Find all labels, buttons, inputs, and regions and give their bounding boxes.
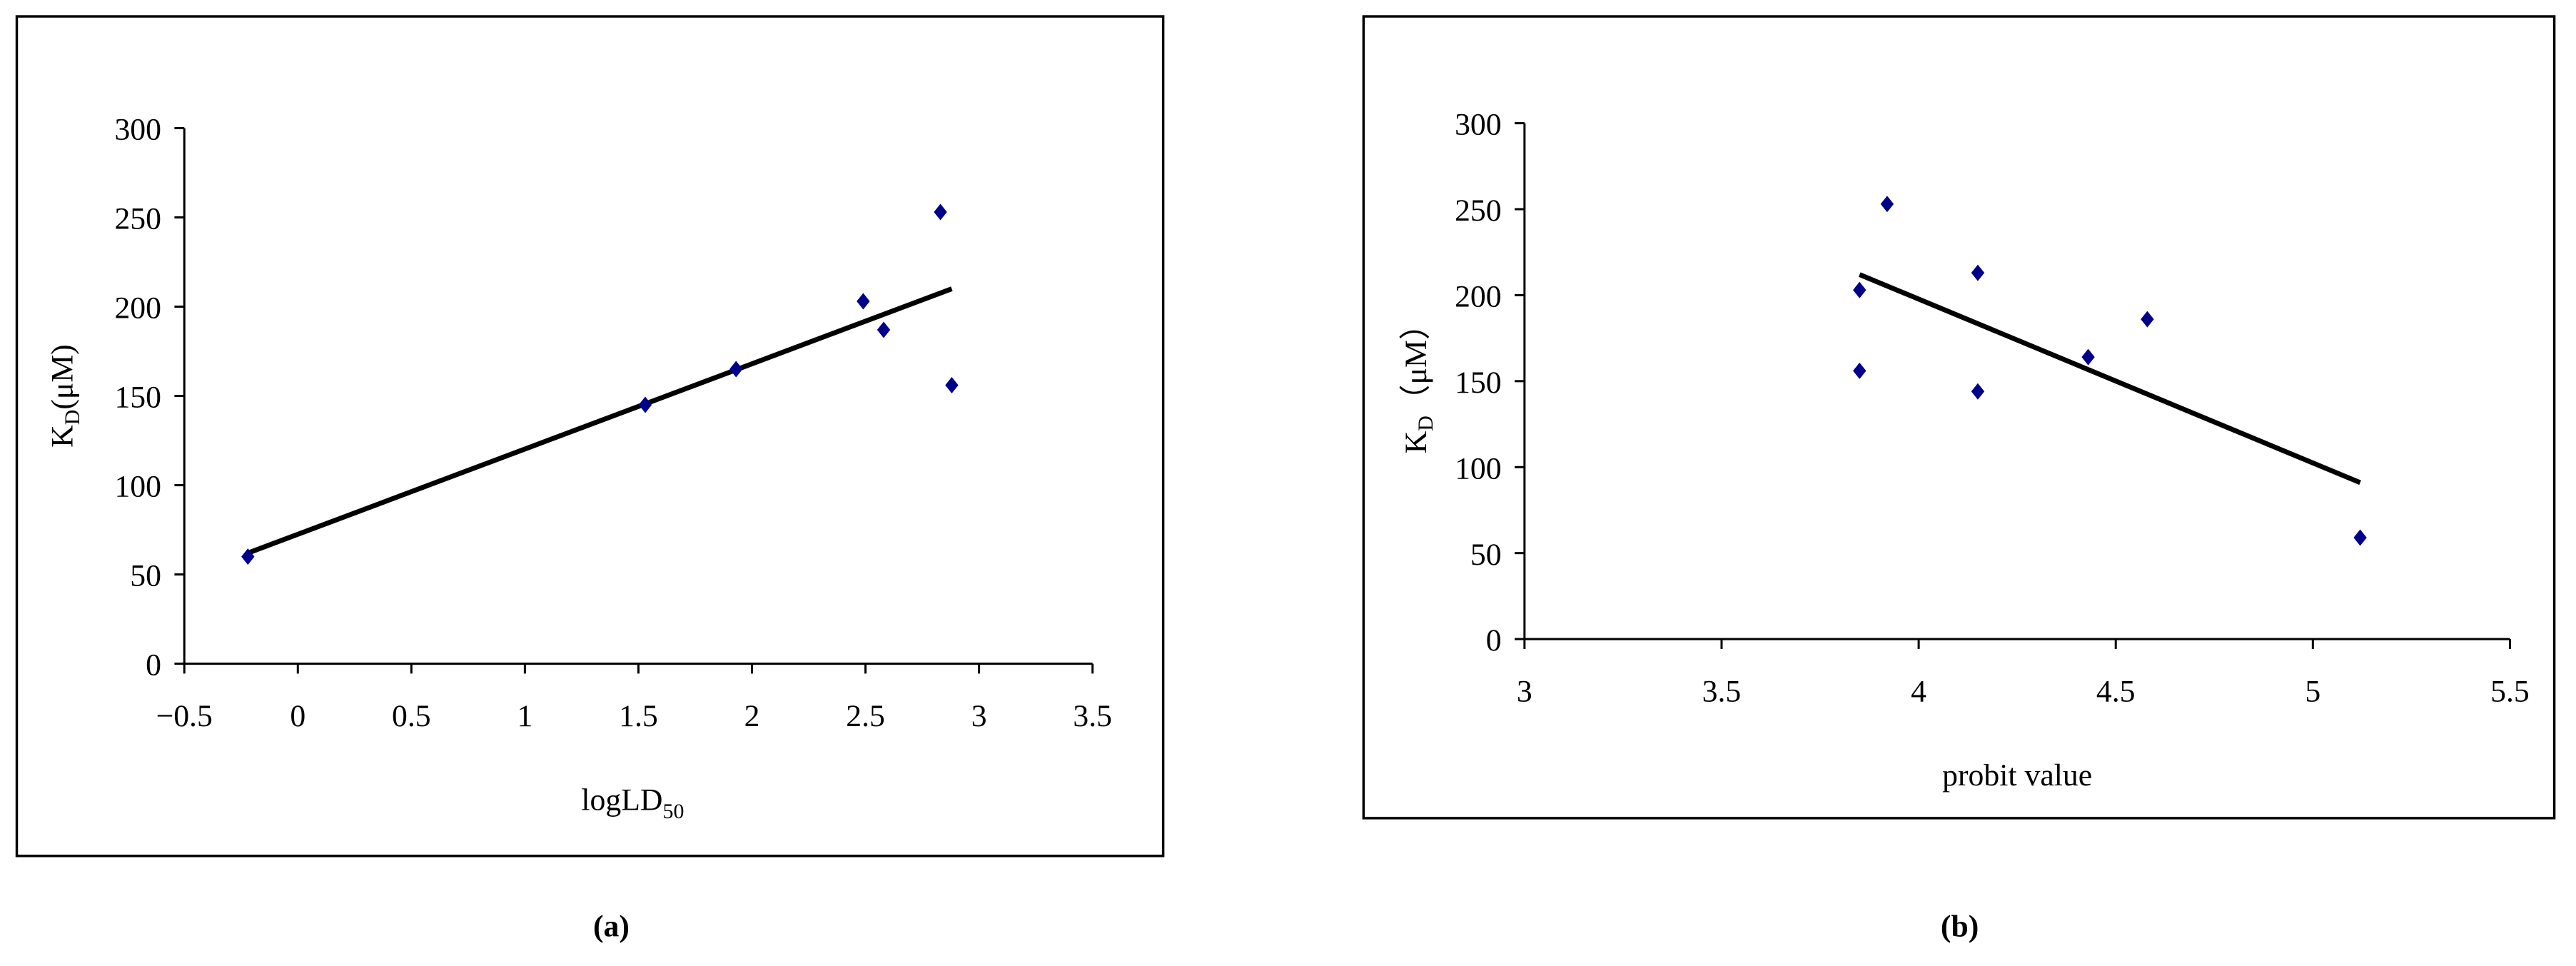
label-text: (μM) (46, 344, 80, 409)
point (2141, 311, 2154, 328)
y-tick-label: 150 (1455, 366, 1502, 400)
point (1971, 264, 1985, 281)
y-axis-label: KD（μM） (1399, 308, 1438, 453)
x-tick-label: 0 (290, 699, 305, 733)
point (2353, 529, 2367, 546)
x-tick-label: 3.5 (1702, 675, 1742, 709)
y-tick-label: 50 (130, 559, 161, 593)
x-tick-label: 5.5 (2490, 675, 2530, 709)
x-tick-label: 1 (517, 699, 532, 733)
point (877, 321, 891, 338)
point (1880, 196, 1894, 213)
trendline (1858, 272, 2361, 485)
y-tick-label: 200 (114, 291, 161, 326)
x-tick-label: 3.5 (1073, 699, 1112, 733)
y-tick-label: 200 (1455, 280, 1502, 314)
y-axis-label: KD(μM) (46, 344, 84, 448)
point (945, 377, 959, 394)
point (1971, 383, 1985, 400)
y-tick-label: 300 (114, 113, 161, 147)
x-tick-label: 1.5 (619, 699, 658, 733)
subscript: D (61, 410, 84, 426)
x-tick-label: 3 (971, 699, 987, 733)
x-tick-label: 0.5 (392, 699, 431, 733)
label-text: K (1399, 431, 1433, 453)
x-tick-label: 3 (1517, 675, 1532, 709)
point (1853, 281, 1867, 298)
x-axis-label: logLD50 (581, 783, 684, 823)
trendline (247, 286, 953, 555)
y-tick-label: 100 (1455, 451, 1502, 485)
y-tick-label: 300 (1455, 108, 1502, 142)
panel-label: (a) (593, 910, 630, 944)
y-tick-label: 100 (114, 470, 161, 504)
point (2081, 348, 2095, 366)
point (638, 396, 652, 413)
y-tick-label: 0 (1486, 623, 1502, 658)
point (729, 361, 743, 378)
x-tick-label: 2 (744, 699, 760, 733)
subscript: 50 (662, 800, 684, 823)
x-tick-label: 2.5 (846, 699, 885, 733)
panel-frame (15, 15, 1165, 857)
x-tick-label: 4.5 (2096, 675, 2136, 709)
y-tick-label: 250 (114, 202, 161, 236)
point (934, 203, 947, 221)
x-tick-label: −0.5 (156, 699, 213, 733)
y-tick-label: 50 (1470, 538, 1502, 572)
label-text: K (46, 425, 80, 448)
point (857, 293, 870, 310)
panel-label: (b) (1941, 910, 1979, 944)
x-axis-label: probit value (1942, 758, 2092, 793)
label-text: （μM） (1399, 308, 1433, 416)
y-tick-label: 0 (146, 648, 161, 683)
x-tick-label: 4 (1911, 675, 1926, 709)
x-tick-label: 5 (2305, 675, 2320, 709)
y-tick-label: 250 (1455, 193, 1502, 228)
point (241, 548, 255, 565)
label-text: logLD (581, 783, 662, 817)
label-text: probit value (1942, 758, 2092, 793)
y-tick-label: 150 (114, 381, 161, 415)
subscript: D (1414, 416, 1438, 431)
point (1853, 362, 1867, 379)
panel-frame (1362, 15, 2556, 820)
